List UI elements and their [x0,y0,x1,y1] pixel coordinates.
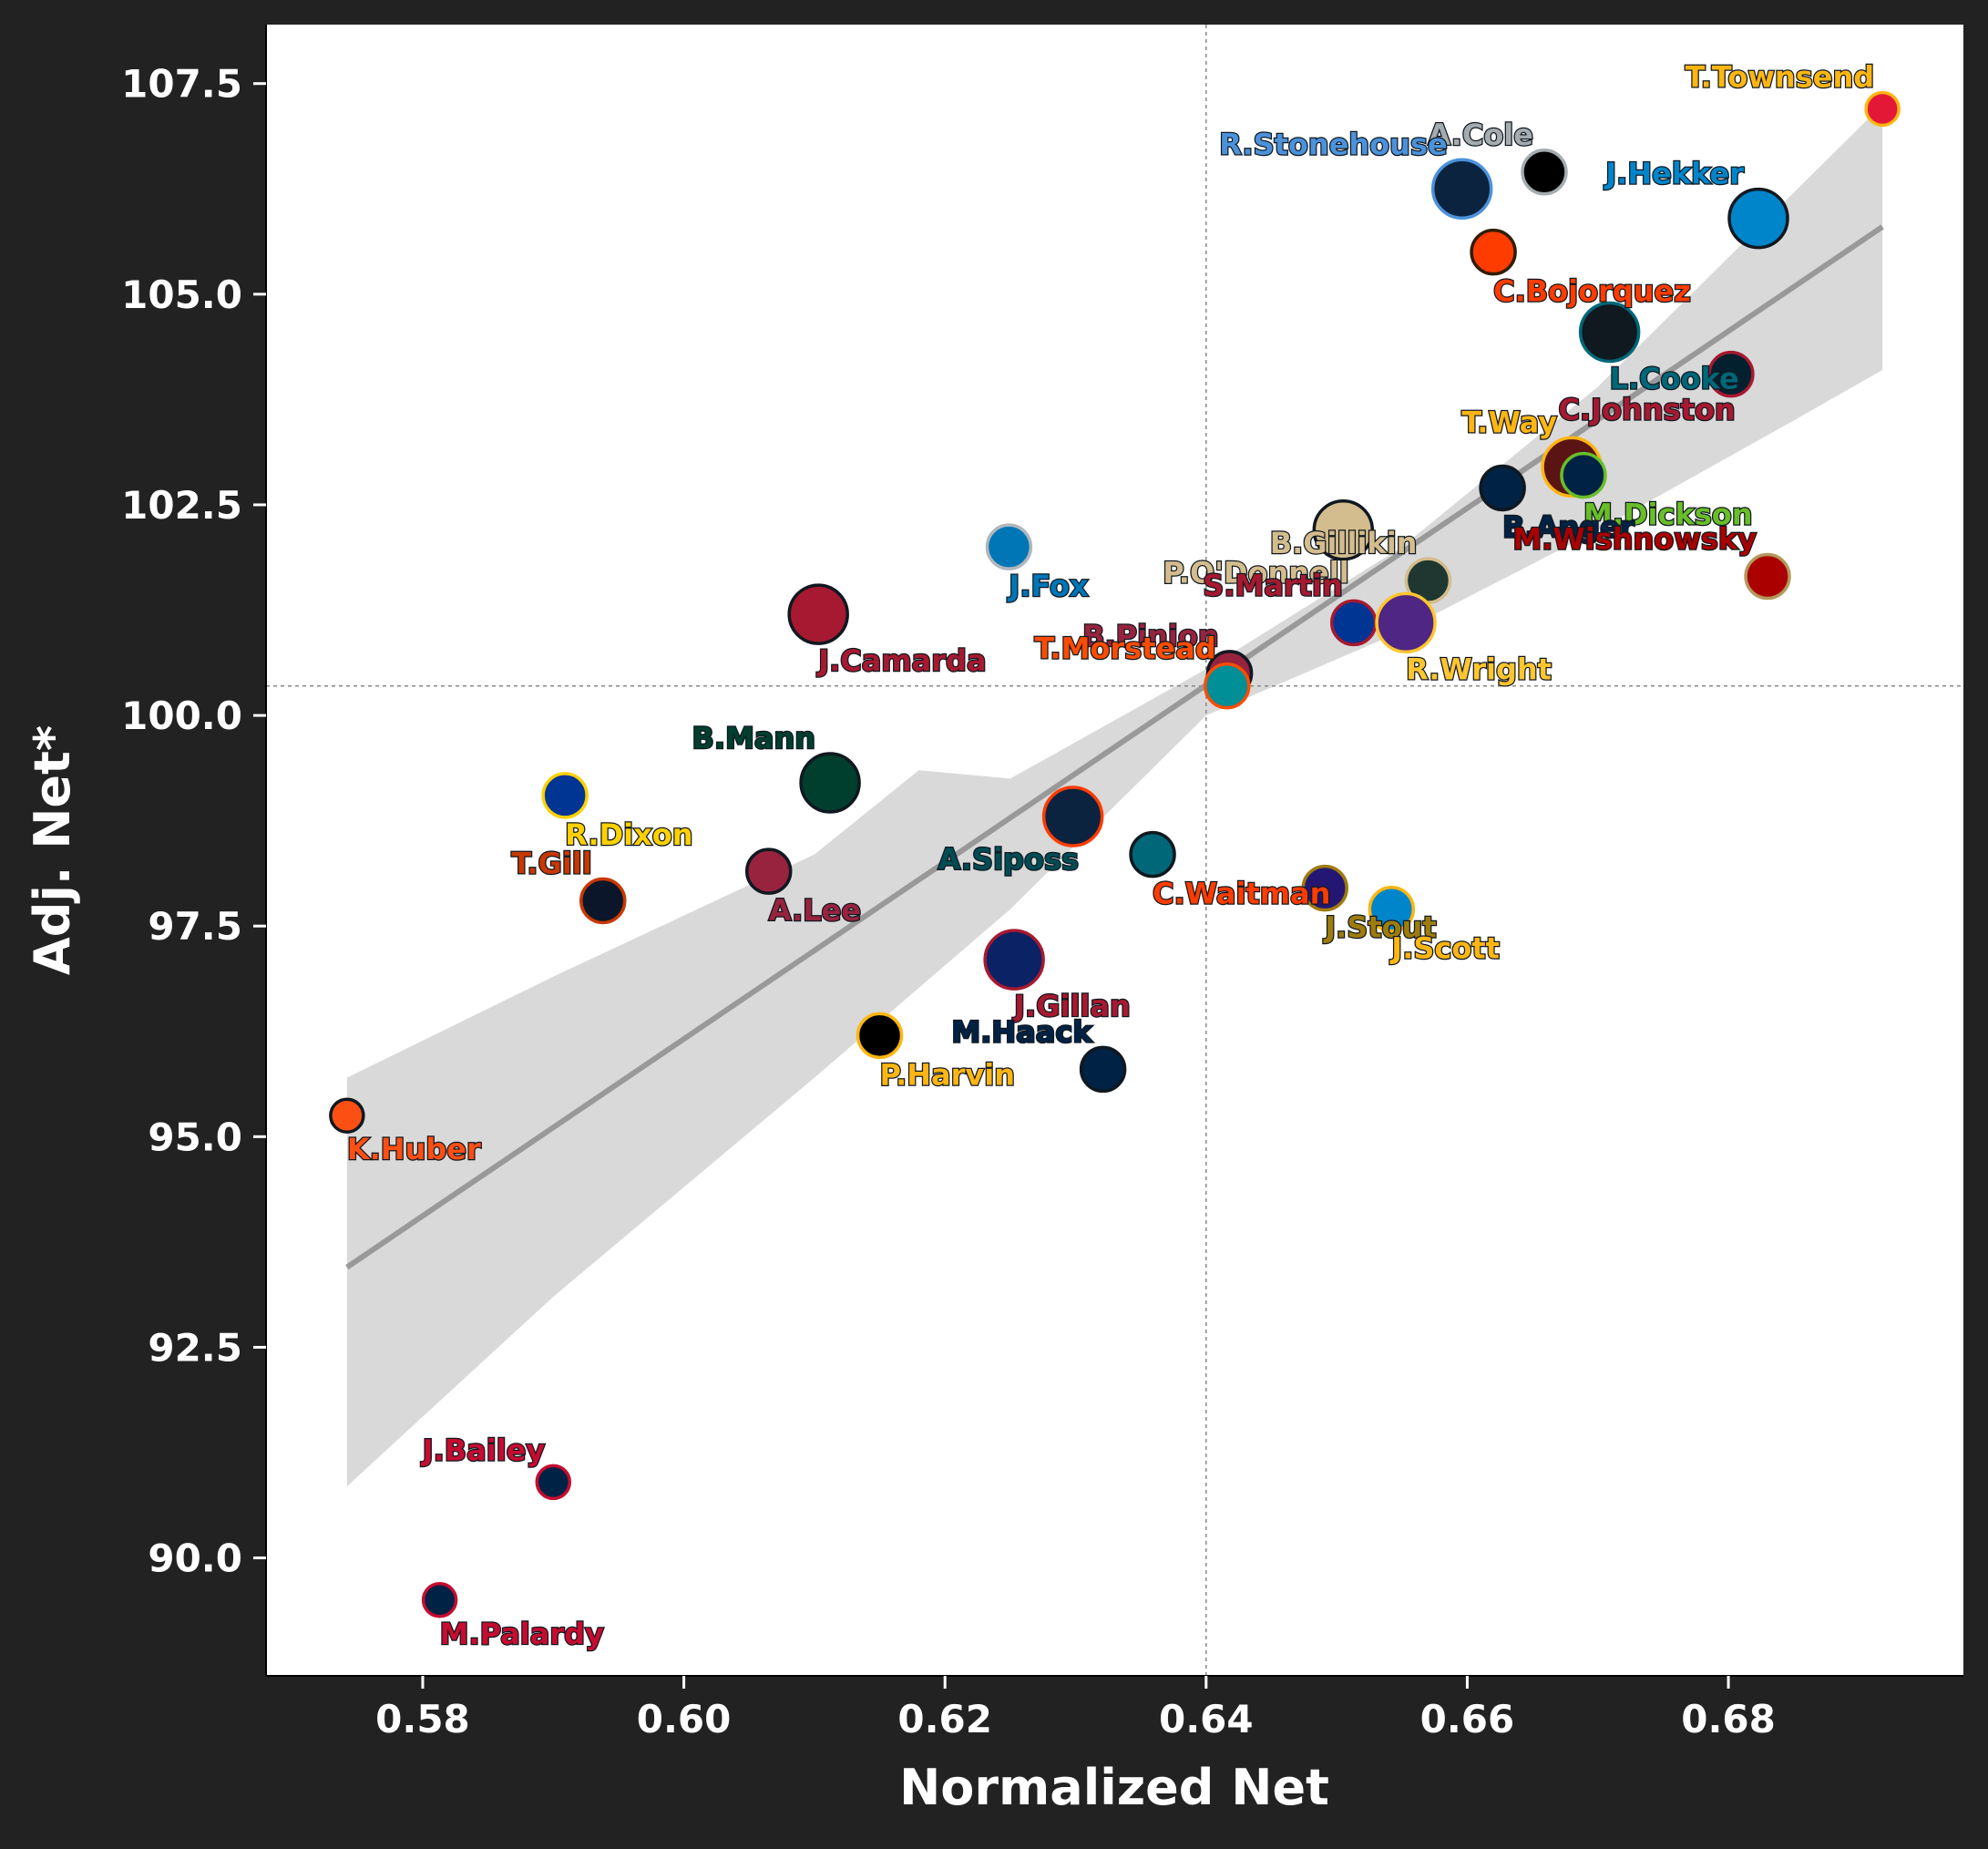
data-point [1079,1045,1127,1094]
point-label: B.Anger [1502,509,1634,544]
data-point [856,1012,904,1060]
x-tick-label: 0.68 [1681,1697,1776,1741]
point-label: R.Stonehouse [1219,127,1448,161]
point-label: A.Lee [769,893,861,928]
data-point [1375,591,1437,654]
trendline-layer [345,224,1884,1270]
reference-lines-layer [266,25,1963,1676]
point-label: P.Harvin [880,1057,1016,1092]
data-point [1707,350,1755,398]
data-point [1368,885,1416,933]
x-tick-label: 0.58 [375,1697,470,1741]
point-label: J.Stout [1323,910,1436,945]
data-point [1470,228,1517,276]
point-label: J.Scott [1389,931,1500,966]
point-label: B.Mann [692,721,816,755]
x-tick-label: 0.64 [1159,1697,1254,1741]
point-label: T.Morstead [1034,632,1215,666]
point-label: J.Camarda [816,643,986,678]
point-label: A.Cole [1428,118,1533,152]
point-label: P.O'Donnell [1163,556,1348,591]
points-layer [329,90,1901,1618]
y-tick-label: 105.0 [121,272,242,317]
data-point [1330,599,1378,647]
data-point [1479,464,1526,512]
data-point [1203,662,1251,710]
y-tick-label: 102.5 [121,483,242,528]
data-point [1744,552,1791,601]
data-point [1041,786,1104,847]
plot-area [266,25,1963,1676]
data-point [1864,90,1901,128]
data-point [1521,149,1568,196]
point-label: T.Way [1461,405,1557,439]
point-label: L.Cooke [1610,361,1739,395]
trend-line [345,224,1884,1270]
confidence-band [346,104,1883,1486]
data-point [535,1464,572,1501]
point-label: K.Huber [347,1132,481,1166]
point-label: J.Bailey [421,1433,546,1467]
point-label: B.Pinion [1082,619,1218,653]
point-label: R.Dixon [565,817,692,852]
data-point [744,847,793,895]
axes-layer: 0.58 0.60 0.62 0.64 0.66 0.68 90.0 92.5 95.0 97.5… [121,25,1963,1741]
point-label: B.Gillikin [1270,526,1418,560]
point-label: T.Gill [511,846,591,880]
data-point [541,772,589,819]
y-tick-label: 95.0 [148,1115,242,1159]
point-label: M.Wishnowsky [1512,522,1757,557]
data-point [1430,158,1493,221]
data-point [421,1582,458,1618]
data-point [579,877,627,925]
data-point [1312,498,1375,561]
data-point [985,523,1033,570]
x-tick-label: 0.66 [1420,1697,1515,1741]
point-label: C.Bojorquez [1493,274,1691,309]
point-label: C.Waitman [1153,877,1330,911]
data-point [329,1097,365,1134]
data-point [983,929,1045,991]
point-label: J.Fox [1007,569,1089,603]
point-label: M.Dickson [1583,498,1753,532]
x-tick-label: 0.62 [897,1697,992,1741]
point-label: T.Townsend [1686,59,1874,94]
point-label: J.Hekker [1604,157,1744,191]
data-point [799,752,861,814]
point-label: M.Palardy [440,1617,604,1651]
point-label: M.Haack [951,1014,1092,1049]
point-label: A.Siposs [938,842,1080,877]
data-point [1578,301,1641,364]
y-tick-label: 107.5 [121,62,242,107]
data-point [787,583,849,645]
data-point [1560,451,1607,499]
y-tick-label: 97.5 [148,904,242,949]
y-axis-label: Adj. Net* [24,725,81,975]
y-tick-label: 90.0 [148,1536,242,1581]
point-label: S.Martin [1203,568,1342,602]
point-label: R.Wright [1406,652,1552,686]
x-tick-label: 0.60 [637,1697,732,1741]
x-axis-label: Normalized Net [899,1759,1329,1816]
confidence-band-layer [346,104,1883,1486]
data-point [1727,187,1789,250]
point-label: C.Johnston [1559,393,1736,427]
y-tick-label: 92.5 [148,1325,242,1370]
y-tick-label: 100.0 [121,693,242,738]
data-point [1301,864,1348,912]
point-label: J.Gillan [1012,989,1131,1023]
data-point [1129,830,1176,878]
